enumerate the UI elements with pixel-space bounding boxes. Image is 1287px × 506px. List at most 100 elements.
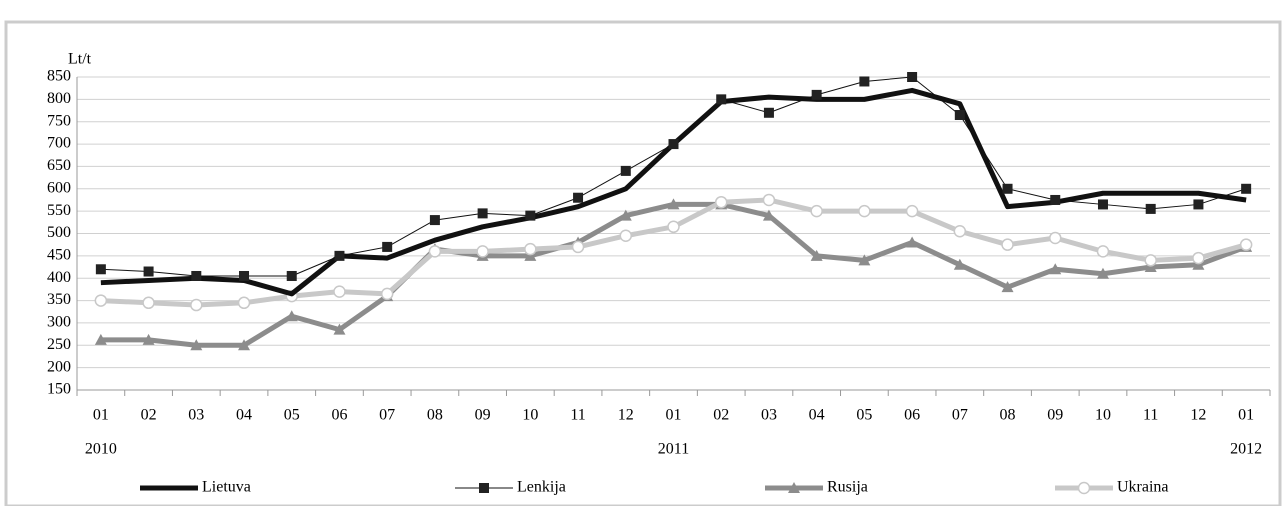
y-tick-label: 150	[47, 381, 71, 398]
marker	[1145, 203, 1156, 214]
year-label: 2011	[658, 441, 689, 458]
marker	[788, 482, 800, 493]
marker	[479, 483, 489, 493]
y-tick-label: 400	[47, 269, 71, 286]
x-tick-label: 03	[761, 407, 777, 424]
marker	[1241, 183, 1252, 194]
y-tick-label: 650	[47, 157, 71, 174]
x-tick-label: 12	[618, 407, 634, 424]
marker	[380, 287, 394, 301]
marker	[1096, 267, 1109, 279]
x-tick-label: 01	[93, 407, 109, 424]
year-label: 2012	[1230, 441, 1262, 458]
marker	[333, 323, 346, 335]
y-tick-label: 800	[47, 90, 71, 107]
marker	[334, 250, 345, 261]
marker	[191, 270, 202, 281]
x-tick-label: 10	[1095, 407, 1111, 424]
x-tick-label: 03	[188, 407, 204, 424]
marker	[142, 296, 155, 310]
x-tick-label: 02	[141, 407, 157, 424]
marker	[142, 333, 155, 345]
marker	[858, 254, 871, 266]
marker	[906, 236, 919, 248]
marker	[954, 110, 965, 121]
marker	[477, 208, 488, 219]
x-tick-label: 06	[904, 407, 920, 424]
marker	[905, 204, 919, 218]
x-tick-label: 06	[331, 407, 347, 424]
y-tick-label: 700	[47, 135, 71, 152]
marker	[285, 310, 298, 322]
series	[94, 193, 1253, 312]
y-tick-label: 450	[47, 247, 71, 264]
marker	[238, 339, 251, 351]
marker	[1077, 481, 1091, 495]
marker	[810, 204, 823, 218]
marker	[667, 220, 680, 234]
legend-label: Ukraina	[1117, 479, 1169, 496]
x-tick-label: 08	[427, 407, 443, 424]
marker	[811, 89, 822, 100]
marker	[190, 339, 203, 351]
y-tick-label: 200	[47, 358, 71, 375]
y-tick-label: 500	[47, 224, 71, 241]
marker	[1049, 231, 1062, 245]
legend-label: Lenkija	[517, 479, 566, 496]
marker	[1050, 194, 1061, 205]
y-tick-label: 750	[47, 112, 71, 129]
marker	[190, 298, 203, 312]
x-tick-label: 11	[570, 407, 585, 424]
marker	[524, 242, 537, 256]
marker	[94, 333, 107, 345]
marker	[333, 285, 346, 298]
x-tick-label: 04	[236, 407, 252, 424]
x-tick-label: 09	[475, 407, 491, 424]
marker	[1144, 254, 1157, 267]
series-line	[100, 76, 1247, 277]
marker	[619, 229, 633, 242]
y-tick-label: 350	[47, 291, 71, 308]
marker	[1001, 238, 1014, 251]
marker	[1193, 199, 1204, 210]
marker	[953, 258, 966, 270]
year-label: 2010	[85, 441, 117, 458]
y-tick-label: 850	[47, 68, 71, 85]
marker	[810, 249, 823, 261]
legend-label: Rusija	[827, 479, 868, 496]
marker	[762, 193, 776, 207]
marker	[619, 209, 632, 221]
marker	[668, 139, 679, 150]
x-tick-label: 12	[1190, 407, 1206, 424]
marker	[859, 76, 870, 87]
marker	[953, 225, 967, 238]
marker	[525, 210, 536, 221]
marker	[1002, 183, 1013, 194]
y-tick-label: 550	[47, 202, 71, 219]
x-tick-label: 02	[713, 407, 729, 424]
frame	[4, 20, 1282, 506]
y-tick-label: 600	[47, 179, 71, 196]
marker	[1239, 238, 1253, 251]
marker	[1096, 245, 1110, 258]
x-tick-label: 09	[1047, 407, 1063, 424]
x-tick-label: 05	[856, 407, 872, 424]
marker	[1192, 251, 1205, 265]
x-tick-label: 11	[1143, 407, 1158, 424]
marker	[286, 270, 297, 281]
x-tick-label: 01	[666, 407, 682, 424]
legend-label: Lietuva	[202, 479, 251, 496]
marker	[858, 204, 871, 218]
x-tick-label: 01	[1238, 407, 1254, 424]
series	[95, 72, 1252, 281]
marker	[95, 264, 106, 275]
marker	[237, 296, 251, 310]
marker	[762, 209, 775, 221]
x-tick-label: 10	[522, 407, 538, 424]
marker	[1049, 263, 1062, 275]
marker	[667, 198, 680, 210]
x-tick-label: 07	[379, 407, 395, 424]
y-axis-label: Lt/t	[68, 51, 92, 68]
marker	[143, 266, 154, 277]
